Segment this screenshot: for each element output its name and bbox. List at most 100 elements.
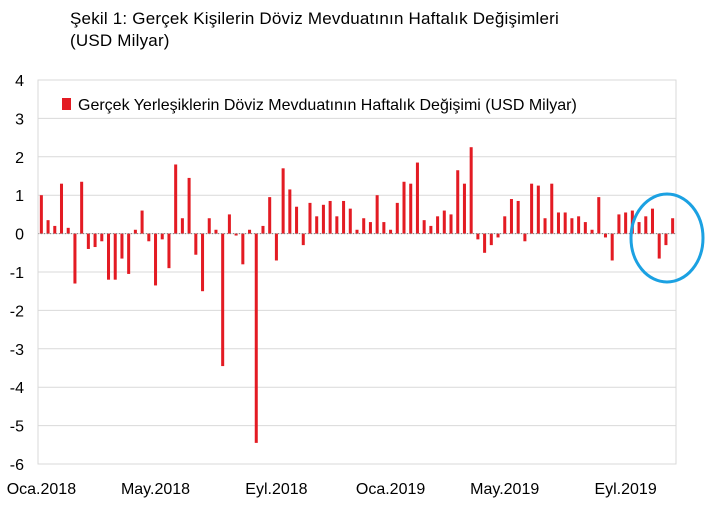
bar — [375, 195, 379, 234]
y-tick-label: 0 — [15, 227, 24, 244]
bar — [100, 233, 104, 242]
bar — [86, 233, 90, 249]
bar — [523, 233, 527, 242]
chart-title-line2: (USD Milyar) — [70, 31, 170, 50]
bar — [436, 216, 440, 234]
bar — [409, 183, 413, 234]
bar — [530, 183, 534, 234]
bar — [382, 222, 386, 234]
y-tick-label: -5 — [10, 419, 24, 436]
bar — [113, 233, 117, 280]
legend-label: Gerçek Yerleşiklerin Döviz Mevduatının H… — [78, 97, 577, 114]
bar-series — [39, 147, 675, 443]
bar — [53, 225, 57, 234]
bar — [180, 218, 184, 234]
bar — [254, 233, 258, 443]
bar — [147, 233, 151, 242]
bar — [610, 233, 614, 261]
chart-title-line1: Şekil 1: Gerçek Kişilerin Döviz Mevduatı… — [70, 9, 559, 28]
bar — [187, 177, 191, 234]
bar — [496, 233, 500, 238]
bar — [583, 222, 587, 234]
bar — [93, 233, 97, 248]
bar — [590, 229, 594, 234]
bar — [288, 189, 292, 234]
x-tick-label: Oca.2019 — [356, 481, 425, 498]
bar — [120, 233, 124, 259]
bar — [234, 233, 238, 236]
x-tick-label: May.2018 — [121, 481, 190, 498]
bar — [395, 202, 399, 234]
bar — [295, 206, 299, 234]
bar — [368, 222, 372, 234]
bar — [107, 233, 111, 280]
highlight-circle — [629, 192, 705, 284]
bar — [577, 216, 581, 234]
bar — [321, 204, 325, 234]
bar — [483, 233, 487, 253]
y-tick-labels: 4 3 2 1 0 -1 -2 -3 -4 -5 -6 — [10, 73, 24, 474]
bar — [664, 233, 668, 246]
y-tick-label: 2 — [15, 150, 24, 167]
bar — [556, 212, 560, 234]
bar — [603, 233, 607, 238]
y-tick-label: 3 — [15, 111, 24, 128]
bar — [241, 233, 245, 265]
bar — [127, 233, 131, 274]
bar — [570, 218, 574, 234]
chart-title: Şekil 1: Gerçek Kişilerin Döviz Mevduatı… — [70, 8, 710, 52]
bar — [201, 233, 205, 292]
x-tick-label: Oca.2018 — [7, 481, 76, 498]
bar — [39, 195, 43, 234]
bar — [536, 185, 540, 234]
bar — [671, 218, 675, 234]
bar — [617, 214, 621, 234]
bar — [543, 218, 547, 234]
bar — [415, 162, 419, 234]
legend: Gerçek Yerleşiklerin Döviz Mevduatının H… — [62, 97, 577, 114]
bar — [516, 200, 520, 234]
y-tick-label: -4 — [10, 380, 24, 397]
bar — [389, 229, 393, 234]
bar — [624, 212, 628, 234]
bar — [456, 170, 460, 234]
bar — [154, 233, 158, 286]
bar — [469, 147, 473, 234]
bar — [274, 233, 278, 261]
bar — [268, 197, 272, 234]
bar — [644, 216, 648, 234]
bar — [221, 233, 225, 367]
bar — [637, 222, 641, 234]
bar — [194, 233, 198, 255]
bar — [335, 216, 339, 234]
y-tick-label: -2 — [10, 303, 24, 320]
x-tick-label: May.2019 — [470, 481, 539, 498]
bar — [489, 233, 493, 246]
bar — [248, 229, 252, 234]
legend-swatch — [62, 98, 71, 110]
bar — [261, 225, 265, 234]
plot-frame — [37, 79, 677, 465]
bar — [355, 229, 359, 234]
bar — [476, 233, 480, 240]
bar — [73, 233, 77, 284]
y-tick-label: -6 — [10, 457, 24, 474]
y-tick-label: -1 — [10, 265, 24, 282]
bar — [214, 229, 218, 234]
bar — [348, 208, 352, 234]
bar — [160, 233, 164, 240]
x-tick-labels: Oca.2018 May.2018 Eyl.2018 Oca.2019 May.2019… — [7, 481, 657, 498]
bar — [422, 220, 426, 234]
bar — [167, 233, 171, 269]
bar — [46, 220, 50, 234]
bar — [80, 181, 84, 234]
y-tick-label: 4 — [15, 73, 24, 90]
x-tick-label: Eyl.2018 — [245, 481, 307, 498]
bar — [657, 233, 661, 259]
bar — [140, 210, 144, 234]
bar — [59, 183, 64, 234]
bar — [550, 183, 554, 234]
bar — [174, 164, 178, 234]
bar — [207, 218, 211, 234]
